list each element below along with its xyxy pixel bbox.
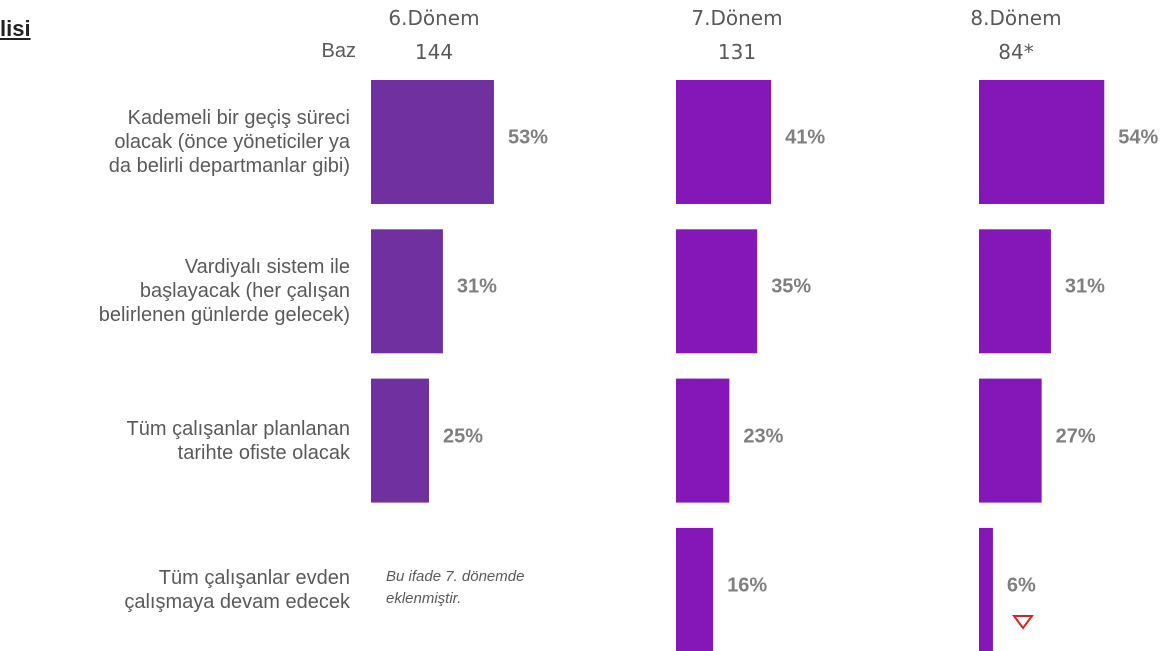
category-label: Tüm çalışanlar evden çalışmaya devam ede… — [124, 566, 350, 613]
annotation: Bu ifade 7. dönemde eklenmiştir. — [386, 568, 525, 607]
period-name: 6.Dönem — [388, 6, 480, 30]
title: lisi — [0, 16, 31, 41]
base-value: 131 — [717, 40, 757, 64]
category-label: Vardiyalı sistem ile başlayacak (her çal… — [98, 256, 350, 327]
bar — [676, 80, 772, 204]
bar — [979, 378, 1042, 503]
category-label: Kademeli bir geçiş süreci olacak (önce y… — [108, 107, 350, 177]
base-value: 84* — [998, 40, 1034, 64]
value-label: 31% — [456, 275, 497, 298]
value-label: 27% — [1055, 425, 1096, 448]
bar — [979, 80, 1105, 204]
bar — [676, 229, 758, 354]
category-label: Tüm çalışanlar planlanan tarihte ofiste … — [126, 417, 350, 464]
period-name: 8.Dönem — [970, 6, 1062, 30]
value-label: 23% — [743, 425, 784, 448]
bar — [979, 527, 993, 651]
bar — [676, 378, 730, 503]
significance-marker — [1012, 615, 1034, 630]
value-label: 16% — [727, 574, 768, 597]
bar — [371, 229, 443, 354]
value-label: 54% — [1118, 126, 1159, 149]
period-name: 7.Dönem — [691, 6, 783, 30]
value-label: 31% — [1064, 275, 1105, 298]
bar — [979, 229, 1051, 354]
bar — [371, 80, 494, 204]
value-label: 35% — [771, 275, 812, 298]
value-label: 53% — [507, 126, 548, 149]
bar — [371, 378, 429, 503]
base-value: 144 — [414, 40, 454, 64]
bar — [676, 527, 714, 651]
base-label: Baz — [321, 40, 356, 62]
value-label: 25% — [443, 425, 484, 448]
value-label: 6% — [1006, 574, 1036, 597]
value-label: 41% — [785, 126, 826, 149]
